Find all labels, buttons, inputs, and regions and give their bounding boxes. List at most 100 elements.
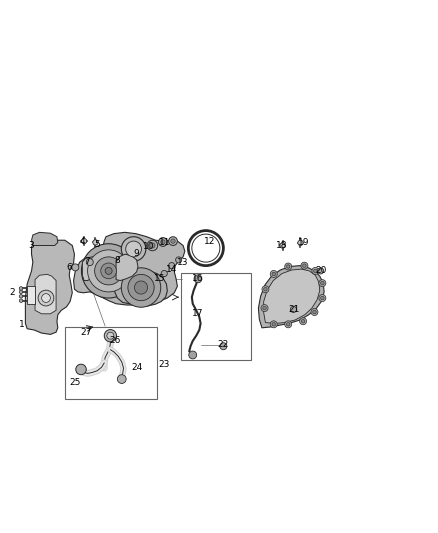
Circle shape [264,287,267,291]
Circle shape [134,281,148,294]
Bar [65,327,157,399]
Circle shape [81,238,87,244]
Circle shape [107,332,114,339]
Circle shape [176,257,182,263]
Circle shape [272,272,276,276]
Circle shape [300,318,307,325]
Circle shape [81,244,136,298]
Circle shape [19,290,23,294]
Polygon shape [82,257,103,280]
Circle shape [42,294,50,302]
Text: 4: 4 [80,237,85,246]
Text: 2: 2 [10,288,15,297]
Text: 18: 18 [276,241,288,250]
Text: 11: 11 [159,238,170,247]
Circle shape [159,238,167,246]
Circle shape [171,239,175,243]
Text: 1: 1 [19,320,25,329]
Circle shape [301,262,308,269]
Text: 7: 7 [84,257,90,266]
Circle shape [95,257,123,285]
Circle shape [261,304,268,312]
Circle shape [303,264,306,268]
Text: 5: 5 [94,240,100,249]
Circle shape [88,250,130,292]
Circle shape [280,243,285,248]
Text: 3: 3 [28,241,35,250]
Circle shape [169,263,175,269]
Bar [181,273,251,360]
Polygon shape [264,269,320,324]
Circle shape [121,268,161,307]
Circle shape [93,240,98,245]
Circle shape [189,351,197,359]
Circle shape [285,321,292,328]
Polygon shape [32,232,58,246]
Circle shape [286,265,290,268]
Circle shape [319,295,326,302]
Circle shape [313,310,316,314]
Circle shape [105,268,112,274]
Polygon shape [115,270,167,306]
Circle shape [285,263,292,270]
Circle shape [128,274,154,301]
Text: 15: 15 [154,274,165,283]
Text: 8: 8 [114,256,120,265]
Circle shape [19,287,23,290]
Text: 16: 16 [192,274,204,283]
Text: 22: 22 [217,340,228,349]
Text: 23: 23 [158,360,170,369]
Circle shape [263,306,266,310]
Circle shape [161,270,167,277]
Circle shape [126,241,141,257]
Circle shape [314,269,317,273]
Circle shape [19,295,23,298]
Text: 27: 27 [80,328,92,337]
Circle shape [290,306,297,312]
Circle shape [101,263,117,279]
Circle shape [318,268,324,274]
Circle shape [169,237,177,246]
Text: 6: 6 [66,263,72,272]
Circle shape [19,299,23,302]
Text: 9: 9 [134,249,140,258]
Circle shape [72,264,79,271]
Polygon shape [25,238,74,334]
Circle shape [321,296,324,300]
Text: 19: 19 [298,238,310,247]
Text: 25: 25 [70,378,81,386]
Polygon shape [35,274,56,314]
Circle shape [194,275,202,282]
Text: 13: 13 [177,259,188,268]
Circle shape [272,322,276,326]
Circle shape [104,329,117,342]
Polygon shape [116,254,138,280]
Circle shape [286,322,290,326]
Circle shape [270,270,277,278]
Circle shape [117,375,126,383]
Text: 21: 21 [289,305,300,314]
Circle shape [220,343,227,350]
Text: 17: 17 [192,309,204,318]
Circle shape [298,240,303,246]
Circle shape [301,319,305,323]
Circle shape [321,281,324,285]
Circle shape [311,309,318,316]
Circle shape [262,286,269,293]
Circle shape [270,321,277,328]
Circle shape [76,364,86,375]
Polygon shape [74,232,185,305]
Text: 12: 12 [204,237,215,246]
Circle shape [312,268,319,274]
Text: 10: 10 [143,242,155,251]
Circle shape [150,243,155,248]
Circle shape [161,240,165,244]
Circle shape [38,290,54,306]
Circle shape [319,280,326,287]
Polygon shape [27,286,35,304]
Text: 14: 14 [166,264,177,273]
Circle shape [147,240,158,251]
Circle shape [121,237,146,261]
Polygon shape [258,265,324,328]
Text: 26: 26 [109,336,120,344]
